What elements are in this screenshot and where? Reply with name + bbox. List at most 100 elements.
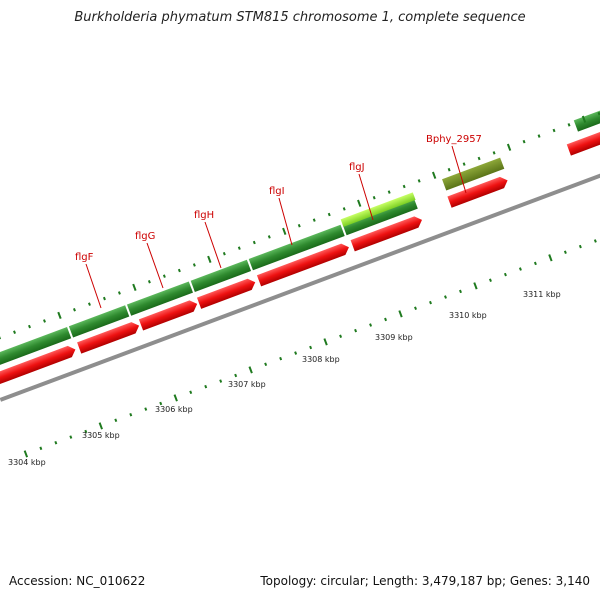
accession-text: Accession: NC_010622 xyxy=(9,574,146,588)
reverse-gene-arrow xyxy=(196,278,256,309)
minor-tick xyxy=(279,356,283,361)
minor-tick xyxy=(102,296,106,301)
map-title: Burkholderia phymatum STM815 chromosome … xyxy=(74,10,526,25)
minor-tick xyxy=(414,306,417,310)
reverse-gene-arrow xyxy=(77,322,140,354)
minor-tick xyxy=(219,379,223,383)
minor-tick xyxy=(222,251,226,256)
minor-tick xyxy=(369,323,373,327)
forward-gene xyxy=(342,197,418,236)
forward-gene xyxy=(190,259,252,292)
minor-tick xyxy=(447,167,451,172)
callout-line xyxy=(204,221,222,269)
highlight-gene xyxy=(340,192,416,227)
kbp-label: 3310 kbp xyxy=(449,311,487,320)
minor-tick xyxy=(54,440,58,445)
minor-tick xyxy=(354,328,358,333)
reverse-gene-arrow xyxy=(256,243,349,287)
minor-tick xyxy=(73,308,76,312)
olive-gene xyxy=(442,157,505,191)
minor-tick xyxy=(192,263,196,267)
reverse-gene-arrow xyxy=(350,216,422,252)
minor-tick xyxy=(0,336,1,340)
forward-gene xyxy=(126,281,193,316)
genome-summary: Topology: circular; Length: 3,479,187 bp… xyxy=(260,574,590,588)
minor-tick xyxy=(537,134,541,138)
callout-line xyxy=(146,242,164,289)
minor-tick xyxy=(492,151,496,155)
minor-tick xyxy=(462,162,466,166)
major-tick xyxy=(282,227,287,235)
minor-tick xyxy=(339,334,343,339)
minor-tick xyxy=(159,401,163,406)
minor-tick xyxy=(252,240,256,245)
minor-tick xyxy=(533,261,537,266)
major-tick xyxy=(581,115,587,123)
gene-label-flgJ: flgJ xyxy=(349,162,365,173)
forward-gene xyxy=(248,224,345,271)
minor-tick xyxy=(459,289,462,294)
minor-tick xyxy=(327,212,331,217)
major-tick xyxy=(323,338,328,346)
minor-tick xyxy=(264,362,268,367)
gene-label-flgI: flgI xyxy=(269,186,285,197)
forward-gene xyxy=(0,326,72,370)
minor-tick xyxy=(189,390,193,395)
kbp-label: 3304 kbp xyxy=(8,458,46,467)
callout-line xyxy=(278,197,293,246)
minor-tick xyxy=(84,429,88,434)
major-tick xyxy=(57,311,62,320)
minor-tick xyxy=(552,128,556,133)
major-tick xyxy=(173,394,178,402)
reverse-gene-arrow xyxy=(138,300,198,331)
minor-tick xyxy=(503,272,507,277)
minor-tick xyxy=(87,302,91,306)
major-tick xyxy=(506,143,512,151)
major-tick xyxy=(398,310,403,318)
minor-tick xyxy=(342,207,346,211)
minor-tick xyxy=(372,195,376,200)
upper-tick-track xyxy=(0,111,600,340)
minor-tick xyxy=(444,295,447,299)
minor-tick xyxy=(43,319,46,323)
major-tick xyxy=(132,283,137,291)
kbp-label: 3309 kbp xyxy=(375,333,413,342)
minor-tick xyxy=(39,446,43,451)
minor-tick xyxy=(177,268,181,273)
minor-tick xyxy=(578,244,582,249)
forward-gene xyxy=(573,106,600,132)
minor-tick xyxy=(129,412,133,417)
kbp-label: 3308 kbp xyxy=(302,355,340,364)
minor-tick xyxy=(162,274,166,278)
reverse-gene-arrow xyxy=(447,176,508,208)
gene-label-flgH: flgH xyxy=(194,210,214,221)
minor-tick xyxy=(309,345,313,350)
major-tick xyxy=(357,199,362,207)
callout-line xyxy=(85,263,102,309)
minor-tick xyxy=(114,418,118,423)
minor-tick xyxy=(567,123,571,127)
kbp-label: 3305 kbp xyxy=(82,431,120,440)
reverse-gene-arrow xyxy=(0,345,76,386)
minor-tick xyxy=(429,300,432,305)
minor-tick xyxy=(417,179,421,183)
kbp-label: 3306 kbp xyxy=(155,405,193,414)
major-tick xyxy=(23,450,29,458)
minor-tick xyxy=(477,156,481,161)
minor-tick xyxy=(237,246,241,250)
minor-tick xyxy=(204,384,208,389)
minor-tick xyxy=(69,435,73,439)
minor-tick xyxy=(488,278,492,282)
minor-tick xyxy=(312,218,316,222)
sequence-backbone xyxy=(0,166,600,402)
minor-tick xyxy=(593,239,597,243)
gene-callouts xyxy=(85,145,467,309)
minor-tick xyxy=(144,407,148,411)
minor-tick xyxy=(147,279,151,284)
minor-tick xyxy=(267,235,271,239)
major-tick xyxy=(207,255,212,263)
callout-line xyxy=(358,173,374,221)
kbp-label: 3311 kbp xyxy=(523,290,561,299)
forward-gene xyxy=(68,305,130,338)
